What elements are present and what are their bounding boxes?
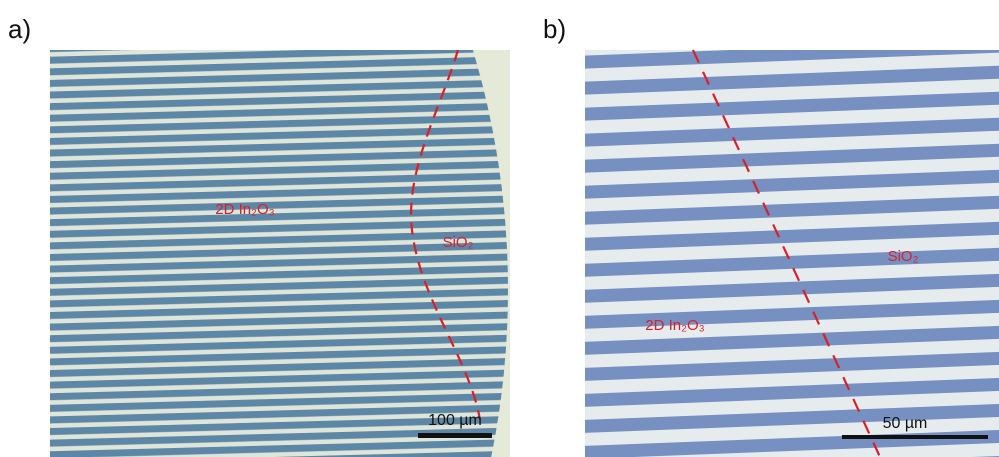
panel-label: b): [543, 14, 566, 44]
micrograph-b: [585, 50, 999, 457]
scale-bar-label: 50 µm: [883, 415, 928, 432]
scale-bar-label: 100 µm: [428, 412, 482, 429]
material-label: 2D In₂O₃: [215, 201, 274, 218]
micrograph-a: [50, 50, 510, 457]
scale-bar: [418, 433, 492, 438]
substrate-label: SiO₂: [443, 234, 474, 251]
material-label: 2D In₂O₃: [645, 317, 704, 334]
scale-bar: [842, 435, 988, 439]
page: a) 2D In₂O₃ SiO₂ 100 µm b) 2D In₂O₃ SiO₂…: [0, 0, 999, 457]
figure: a) 2D In₂O₃ SiO₂ 100 µm b) 2D In₂O₃ SiO₂…: [0, 0, 999, 457]
panel-label: a): [8, 14, 31, 44]
substrate-label: SiO₂: [888, 248, 919, 265]
